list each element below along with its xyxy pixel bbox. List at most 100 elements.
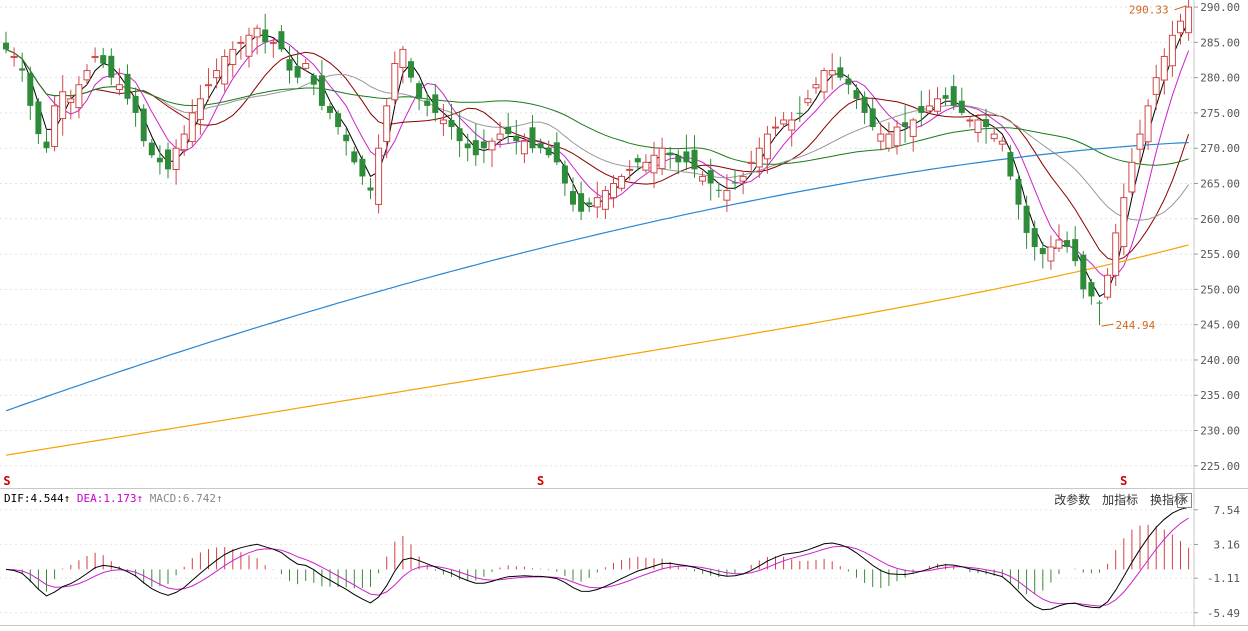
candle-body-down <box>286 59 293 71</box>
candle-body-down <box>586 202 593 205</box>
candle-body-up <box>763 133 771 160</box>
candle-body-up <box>1055 239 1063 249</box>
candle-body-down <box>853 90 860 99</box>
candle-body-up <box>828 70 836 76</box>
candlesticks <box>3 0 1193 326</box>
dea-arrow-icon: ↑ <box>136 492 144 505</box>
candle-body-up <box>966 119 974 122</box>
candle-body-up <box>618 175 626 189</box>
candle-body-up <box>1185 6 1193 34</box>
candle-body-down <box>902 122 909 128</box>
candle-body-down <box>456 128 463 142</box>
candle-body-up <box>780 119 788 125</box>
candle-body-down <box>505 127 512 135</box>
y-tick-label: 285.00 <box>1200 36 1240 49</box>
candle-body-down <box>529 127 536 149</box>
candle-body-up <box>237 41 245 44</box>
candle-body-down <box>1088 282 1095 297</box>
candle-body-down <box>140 108 147 142</box>
indicator-toolbar: 改参数 加指标 换指标 <box>1046 491 1186 508</box>
candle-body-down <box>950 86 957 106</box>
low-label: 244.94 <box>1116 319 1156 332</box>
y-tick-label: 255.00 <box>1200 248 1240 261</box>
candle-body-down <box>837 67 844 78</box>
candle-body-up <box>610 183 617 199</box>
candle-body-up <box>67 98 75 103</box>
add-indicator-button[interactable]: 加指标 <box>1102 493 1139 507</box>
close-icon[interactable]: ✕ <box>1177 493 1192 508</box>
candle-body-down <box>537 143 544 149</box>
macd-legend: DIF:4.544↑ DEA:1.173↑ MACD:6.742↑ <box>4 492 223 505</box>
ma-line-12 <box>5 48 1190 262</box>
candle-body-down <box>19 68 26 71</box>
candle-body-down <box>165 149 171 170</box>
candle-body-down <box>796 112 803 114</box>
candle-body-down <box>667 152 674 156</box>
candle-body-down <box>43 141 50 149</box>
candle-body-down <box>416 83 423 99</box>
dea-line <box>5 517 1189 607</box>
candle-body-up <box>747 161 755 164</box>
y-tick-label: 265.00 <box>1200 178 1240 191</box>
candle-body-up <box>925 105 933 112</box>
candle-body-up <box>820 70 828 93</box>
candle-body-down <box>861 96 868 113</box>
candle-body-up <box>909 119 917 137</box>
candle-body-down <box>351 151 358 163</box>
candle-body-up <box>1168 34 1176 67</box>
candle-body-down <box>691 149 698 170</box>
candle-body-up <box>1128 161 1136 193</box>
candle-body-up <box>375 147 383 205</box>
candle-body-down <box>545 147 552 156</box>
low-arrow-icon <box>1101 323 1114 327</box>
candle-body-down <box>513 135 520 142</box>
candle-body-up <box>772 126 779 129</box>
dif-label: DIF:4.544 <box>4 492 64 505</box>
candle-body-up <box>205 84 212 87</box>
candle-body-down <box>561 165 568 184</box>
candle-body-up <box>642 161 650 171</box>
candle-body-down <box>942 95 949 99</box>
price-annotations: 290.33 244.94 S S S <box>3 4 1187 488</box>
high-label: 290.33 <box>1129 4 1169 17</box>
y-tick-label: 290.00 <box>1200 1 1240 14</box>
candle-body-down <box>472 140 479 156</box>
candle-body-up <box>1177 20 1184 34</box>
moving-average-lines <box>5 20 1190 456</box>
macd-y-tick-label: -5.49 <box>1207 607 1240 620</box>
candle-body-down <box>132 95 139 113</box>
candle-body-up <box>1112 232 1120 276</box>
y-tick-label: 230.00 <box>1200 425 1240 438</box>
candle-body-up <box>383 105 391 142</box>
candle-body-down <box>683 151 690 163</box>
candle-body-up <box>399 48 407 68</box>
candle-body-down <box>1096 302 1103 304</box>
candle-body-up <box>601 190 609 210</box>
y-tick-label: 245.00 <box>1200 319 1240 332</box>
candle-body-up <box>196 98 204 120</box>
y-tick-label: 250.00 <box>1200 283 1240 296</box>
candle-body-up <box>245 34 253 57</box>
candle-body-down <box>124 73 131 99</box>
macd-y-tick-label: 7.54 <box>1214 504 1241 517</box>
candle-body-up <box>269 41 277 44</box>
candle-body-down <box>100 55 107 64</box>
high-arrow-icon <box>1174 5 1187 11</box>
candle-body-up <box>1152 77 1160 95</box>
macd-y-tick-label: 3.16 <box>1214 538 1241 551</box>
candle-body-up <box>593 197 601 208</box>
candle-body-up <box>739 175 747 182</box>
candle-body-up <box>1160 55 1168 81</box>
candle-body-up <box>699 175 707 182</box>
switch-indicator-button[interactable]: 换指标 <box>1149 493 1186 507</box>
change-params-button[interactable]: 改参数 <box>1054 493 1091 507</box>
candle-body-up <box>804 98 812 104</box>
y-axis: 290.00 285.00 280.00 275.00 270.00 265.00 260.… <box>1194 1 1240 620</box>
candle-body-up <box>83 70 91 81</box>
candle-body-up <box>496 133 504 141</box>
s-marker: S <box>1120 474 1127 488</box>
candle-body-up <box>877 133 885 142</box>
candle-body-down <box>294 66 301 78</box>
